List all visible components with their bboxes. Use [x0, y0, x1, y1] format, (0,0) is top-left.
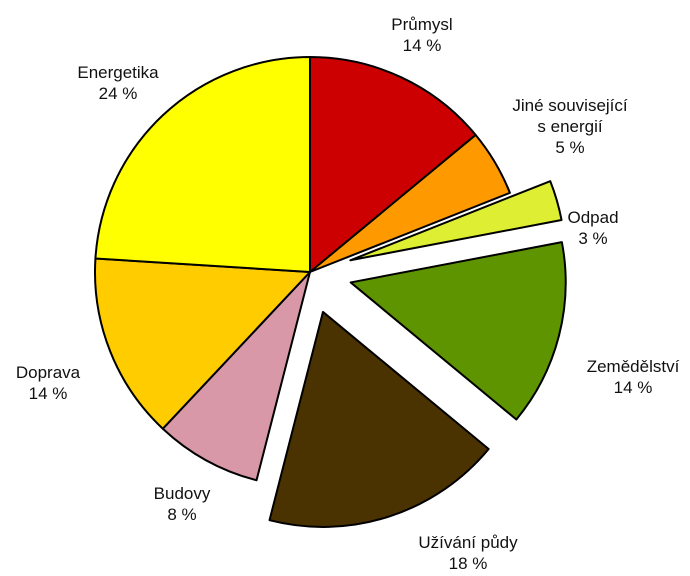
pie-slice-prumysl: [309, 56, 477, 273]
slice-name-uzivani-pudy: Užívání půdy: [418, 533, 518, 552]
pie-slice-odpad: [349, 180, 563, 262]
slice-label-energetika: Energetika 24 %: [77, 62, 158, 104]
slice-name-energetika: Energetika: [77, 63, 159, 82]
slice-label-prumysl: Průmysl 14 %: [391, 14, 452, 56]
slice-name-jine-line1: Jiné související: [512, 96, 628, 115]
slice-name-zemedelstvi: Zemědělství: [586, 357, 680, 376]
pie-slice-zemedelstvi: [349, 241, 567, 421]
slice-value-doprava: 14 %: [28, 384, 68, 403]
pie-slice-energetika: [94, 56, 311, 273]
slice-name-jine-line2: s energií: [537, 117, 603, 136]
slice-name-budovy: Budovy: [153, 484, 211, 503]
slice-label-odpad: Odpad 3 %: [567, 207, 618, 249]
pie-slice-jine: [309, 133, 511, 273]
slice-name-odpad: Odpad: [567, 208, 619, 227]
slice-value-prumysl: 14 %: [402, 36, 442, 55]
slice-value-odpad: 3 %: [578, 229, 608, 248]
pie-slice-uzivani-pudy: [268, 310, 490, 528]
slice-label-uzivani-pudy: Užívání půdy 18 %: [418, 532, 517, 574]
pie-slice-doprava: [94, 257, 311, 430]
slice-name-doprava: Doprava: [15, 363, 81, 382]
slice-value-zemedelstvi: 14 %: [613, 378, 653, 397]
slice-name-prumysl: Průmysl: [391, 15, 453, 34]
slice-value-budovy: 8 %: [167, 505, 197, 524]
slice-label-jine: Jiné související s energií 5 %: [512, 95, 627, 158]
slice-label-doprava: Doprava 14 %: [16, 362, 80, 404]
slice-value-jine: 5 %: [555, 138, 585, 157]
slice-label-budovy: Budovy 8 %: [154, 483, 211, 525]
pie-slice-budovy: [161, 271, 311, 482]
slice-value-energetika: 24 %: [98, 84, 138, 103]
slice-label-zemedelstvi: Zemědělství 14 %: [587, 356, 680, 398]
slice-value-uzivani-pudy: 18 %: [448, 554, 488, 573]
